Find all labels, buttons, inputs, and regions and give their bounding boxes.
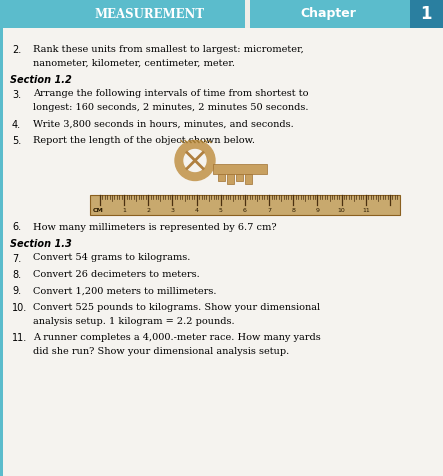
Bar: [245, 173, 252, 184]
Text: 7: 7: [267, 208, 271, 212]
Text: Convert 525 pounds to kilograms. Show your dimensional: Convert 525 pounds to kilograms. Show yo…: [33, 303, 320, 312]
Bar: [236, 173, 243, 180]
Text: How many millimeters is represented by 6.7 cm?: How many millimeters is represented by 6…: [33, 222, 276, 231]
Text: A runner completes a 4,000.-meter race. How many yards: A runner completes a 4,000.-meter race. …: [33, 333, 321, 342]
Text: 5.: 5.: [12, 136, 21, 146]
Text: 4.: 4.: [12, 119, 21, 129]
Text: 7.: 7.: [12, 254, 21, 264]
Text: nanometer, kilometer, centimeter, meter.: nanometer, kilometer, centimeter, meter.: [33, 59, 235, 68]
Text: 3: 3: [171, 208, 175, 212]
Text: MEASUREMENT: MEASUREMENT: [95, 8, 205, 20]
Text: 6: 6: [243, 208, 247, 212]
Circle shape: [175, 140, 215, 180]
Text: 11: 11: [362, 208, 370, 212]
Text: 2: 2: [146, 208, 150, 212]
Text: Section 1.3: Section 1.3: [10, 239, 72, 249]
Text: 2.: 2.: [12, 45, 21, 55]
Bar: [227, 173, 234, 184]
Bar: [90, 195, 400, 215]
Polygon shape: [213, 163, 267, 173]
Text: 9.: 9.: [12, 287, 21, 297]
FancyBboxPatch shape: [410, 0, 443, 28]
Text: 3.: 3.: [12, 89, 21, 99]
Text: analysis setup. 1 kilogram = 2.2 pounds.: analysis setup. 1 kilogram = 2.2 pounds.: [33, 317, 235, 326]
FancyBboxPatch shape: [0, 0, 245, 28]
Text: Report the length of the object shown below.: Report the length of the object shown be…: [33, 136, 255, 145]
Text: 4: 4: [194, 208, 198, 212]
Text: 1: 1: [420, 5, 432, 23]
FancyBboxPatch shape: [250, 0, 410, 28]
Circle shape: [184, 149, 206, 171]
Text: did she run? Show your dimensional analysis setup.: did she run? Show your dimensional analy…: [33, 347, 289, 356]
Bar: [0, 28, 3, 476]
Text: Write 3,800 seconds in hours, minutes, and seconds.: Write 3,800 seconds in hours, minutes, a…: [33, 119, 294, 129]
Text: 8: 8: [291, 208, 295, 212]
Text: 5: 5: [219, 208, 223, 212]
Text: Convert 26 decimeters to meters.: Convert 26 decimeters to meters.: [33, 270, 200, 279]
Text: 8.: 8.: [12, 270, 21, 280]
Text: 10: 10: [338, 208, 346, 212]
Text: 10.: 10.: [12, 303, 27, 313]
Text: Section 1.2: Section 1.2: [10, 75, 72, 85]
Text: 6.: 6.: [12, 222, 21, 232]
Text: longest: 160 seconds, 2 minutes, 2 minutes 50 seconds.: longest: 160 seconds, 2 minutes, 2 minut…: [33, 103, 308, 112]
Text: 9: 9: [315, 208, 319, 212]
Text: Arrange the following intervals of time from shortest to: Arrange the following intervals of time …: [33, 89, 308, 99]
Text: Convert 54 grams to kilograms.: Convert 54 grams to kilograms.: [33, 254, 190, 262]
Bar: [218, 173, 225, 180]
Text: 11.: 11.: [12, 333, 27, 343]
Text: Rank these units from smallest to largest: micrometer,: Rank these units from smallest to larges…: [33, 45, 304, 54]
Text: Convert 1,200 meters to millimeters.: Convert 1,200 meters to millimeters.: [33, 287, 217, 296]
Text: Chapter: Chapter: [300, 8, 356, 20]
Text: 1: 1: [122, 208, 126, 212]
Text: CM: CM: [93, 208, 104, 212]
